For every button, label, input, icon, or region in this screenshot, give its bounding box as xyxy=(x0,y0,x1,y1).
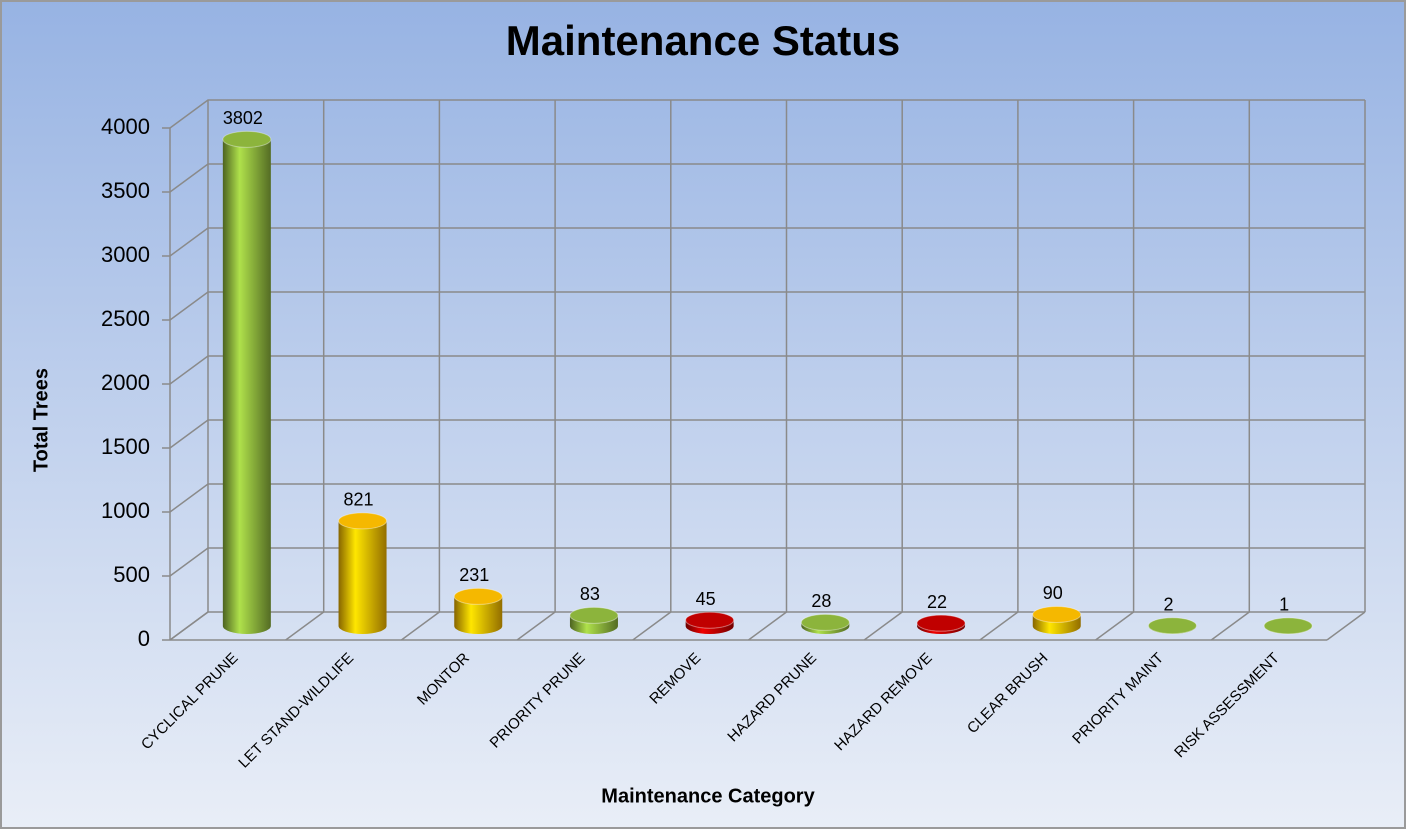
y-tick-label: 1500 xyxy=(101,434,150,459)
y-tick-label: 4000 xyxy=(101,114,150,139)
floor-line xyxy=(863,611,903,641)
bar-top xyxy=(685,611,735,629)
grid-line xyxy=(169,99,1365,129)
value-label: 28 xyxy=(811,591,831,611)
chart-title: Maintenance Status xyxy=(506,17,900,64)
floor-line xyxy=(516,611,556,641)
value-label: 83 xyxy=(580,584,600,604)
value-label: 821 xyxy=(344,490,374,510)
y-tick-label: 3500 xyxy=(101,178,150,203)
bar xyxy=(685,620,734,634)
value-label: 231 xyxy=(459,565,489,585)
grid: 0 500 1000 1500 2000 2500 3000 3500 4000 xyxy=(101,99,1366,651)
bar xyxy=(801,622,850,634)
grid-line xyxy=(169,547,1365,577)
floor-line xyxy=(979,611,1019,641)
bar xyxy=(454,596,503,634)
bar-top xyxy=(800,613,850,631)
grid-line xyxy=(169,227,1365,257)
bar-top xyxy=(1032,605,1082,623)
y-axis-label: Total Trees xyxy=(30,368,52,472)
bar-top xyxy=(916,614,966,632)
bar-top xyxy=(338,512,388,530)
bar-top xyxy=(1147,617,1197,635)
value-label: 3802 xyxy=(223,108,263,128)
floor-line xyxy=(1095,611,1135,641)
value-label: 90 xyxy=(1043,583,1063,603)
value-label: 45 xyxy=(696,589,716,609)
floor-line xyxy=(285,611,325,641)
bar xyxy=(569,615,618,634)
floor-line xyxy=(400,611,440,641)
floor-line xyxy=(1326,611,1366,641)
grid-line xyxy=(169,291,1365,321)
grid-line xyxy=(169,483,1365,513)
grid-line xyxy=(169,163,1365,193)
y-tick-label: 2500 xyxy=(101,306,150,331)
grid-line xyxy=(169,355,1365,385)
floor-line xyxy=(1210,611,1250,641)
y-tick-label: 1000 xyxy=(101,498,150,523)
bar-top xyxy=(222,130,272,148)
bar xyxy=(1032,614,1081,634)
value-label: 22 xyxy=(927,592,947,612)
grid-line xyxy=(169,419,1365,449)
y-tick-label: 2000 xyxy=(101,370,150,395)
bar xyxy=(338,520,387,634)
y-tick-label: 3000 xyxy=(101,242,150,267)
x-axis-label: Maintenance Category xyxy=(601,785,815,807)
floor-line xyxy=(748,611,787,641)
bar-top xyxy=(1263,617,1313,635)
bar xyxy=(917,623,966,634)
value-label: 2 xyxy=(1163,594,1173,614)
y-tick-label: 500 xyxy=(113,562,150,587)
bar-top xyxy=(569,606,619,624)
value-label: 1 xyxy=(1279,595,1289,615)
floor-line xyxy=(632,611,672,641)
y-tick-label: 0 xyxy=(138,626,150,651)
bar-top xyxy=(453,587,503,605)
grid-line xyxy=(169,611,1365,641)
bar xyxy=(222,139,271,634)
